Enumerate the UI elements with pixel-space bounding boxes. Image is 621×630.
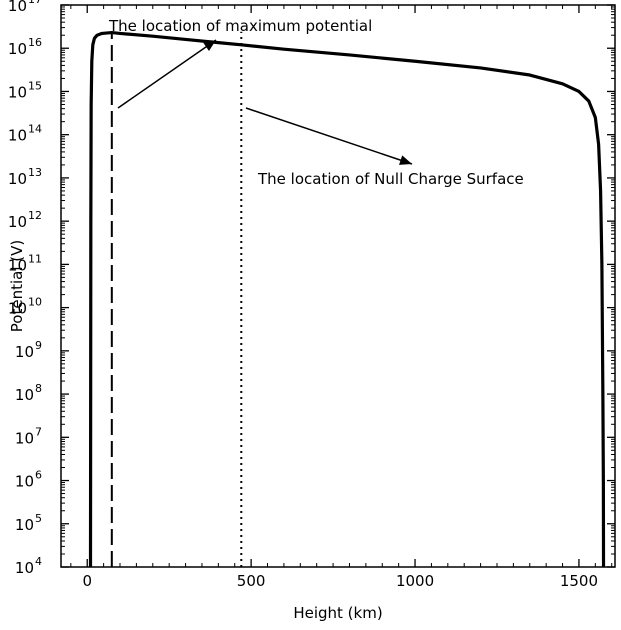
arrow-max-potential <box>117 39 217 109</box>
y-tick-label: 104 <box>15 555 42 577</box>
arrow-null-charge <box>245 107 413 165</box>
y-tick-label: 109 <box>15 339 42 361</box>
x-tick-label: 0 <box>82 572 92 590</box>
x-tick-label: 1000 <box>396 572 434 590</box>
y-tick-label: 1012 <box>8 209 42 231</box>
y-axis-ticks: 1041051061071081091010101110121013101410… <box>8 0 615 577</box>
x-tick-label: 500 <box>237 572 266 590</box>
annotation-null-charge: The location of Null Charge Surface <box>257 170 524 188</box>
y-tick-label: 107 <box>15 425 42 447</box>
x-axis-ticks: 0 500 1000 1500 <box>70 5 613 590</box>
annotation-max-potential: The location of maximum potential <box>108 17 372 35</box>
y-axis-label: Potential (V) <box>8 240 26 332</box>
y-tick-label: 1013 <box>8 166 42 188</box>
y-tick-label: 1015 <box>8 79 42 101</box>
y-tick-label: 1016 <box>8 36 42 58</box>
y-tick-label: 105 <box>15 512 42 534</box>
y-tick-label: 108 <box>15 382 42 404</box>
y-tick-label: 1017 <box>8 0 42 15</box>
x-tick-label: 1500 <box>560 572 598 590</box>
annotations: The location of maximum potential The lo… <box>108 17 524 188</box>
plot-frame <box>60 4 616 568</box>
plot-content <box>88 30 606 568</box>
y-tick-label: 106 <box>15 469 42 491</box>
y-tick-label: 1014 <box>8 123 42 145</box>
x-axis-label: Height (km) <box>293 604 382 622</box>
potential-series-line <box>88 30 606 568</box>
